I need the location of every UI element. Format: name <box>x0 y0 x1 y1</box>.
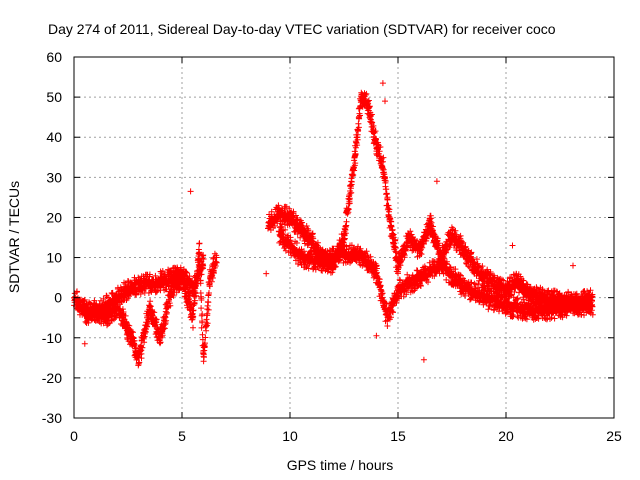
x-tick-label: 10 <box>282 428 298 444</box>
y-tick-label: 50 <box>46 89 62 105</box>
y-tick-label: 60 <box>46 49 62 65</box>
x-tick-label: 25 <box>606 428 622 444</box>
y-tick-label: 0 <box>54 290 62 306</box>
y-tick-label: 40 <box>46 129 62 145</box>
y-tick-label: 30 <box>46 169 62 185</box>
x-axis-ticks: 0 5 10 15 20 25 <box>70 57 622 444</box>
y-tick-label: 10 <box>46 250 62 266</box>
y-tick-label: 20 <box>46 209 62 225</box>
x-tick-label: 0 <box>70 428 78 444</box>
x-tick-label: 20 <box>498 428 514 444</box>
y-tick-label: -30 <box>42 410 62 426</box>
y-axis-label: SDTVAR / TECUs <box>6 181 22 293</box>
chart-title: Day 274 of 2011, Sidereal Day-to-day VTE… <box>48 21 556 37</box>
grid-lines <box>74 57 614 418</box>
plot-frame <box>73 56 615 419</box>
scatter-points <box>71 80 596 369</box>
x-tick-label: 5 <box>178 428 186 444</box>
x-axis-label: GPS time / hours <box>287 457 394 473</box>
y-axis-ticks: -30 -20 -10 0 10 20 30 40 50 60 <box>42 49 614 426</box>
x-tick-label: 15 <box>390 428 406 444</box>
data-points <box>71 80 596 369</box>
y-tick-label: -20 <box>42 370 62 386</box>
y-tick-label: -10 <box>42 330 62 346</box>
